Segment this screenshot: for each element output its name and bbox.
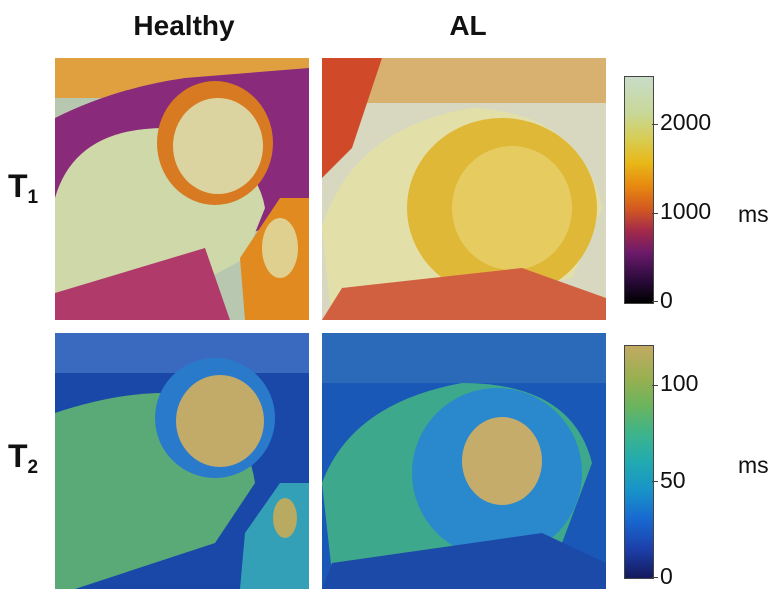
- column-title-healthy: Healthy: [133, 10, 235, 41]
- column-title-al: AL: [449, 10, 487, 41]
- t1-tick-line-0: [652, 301, 658, 302]
- t2-colorbar-tick-0: 0: [660, 563, 673, 589]
- row-label-t1: T1: [8, 168, 38, 209]
- row-label-t1-letter: T: [8, 168, 28, 204]
- t1-al-map: [322, 58, 606, 320]
- t1-colorbar-tick-2000: 2000: [660, 109, 712, 135]
- t1-tick-line-2000: [652, 124, 658, 125]
- row-label-t2-letter: T: [8, 438, 28, 474]
- t1-tick-line-1000: [652, 213, 658, 214]
- t2-colorbar-tick-100: 100: [660, 370, 699, 396]
- t2-al-map: [322, 333, 606, 589]
- t2-tick-line-50: [652, 481, 658, 482]
- row-label-t2-subscript: 2: [27, 457, 39, 478]
- row-label-t1-subscript: 1: [27, 187, 39, 208]
- t1-healthy-map: [55, 58, 309, 320]
- t2-colorbar: [624, 345, 654, 579]
- t2-colorbar-unit: ms: [738, 452, 769, 478]
- t2-tick-line-100: [652, 385, 658, 386]
- t2-tick-line-0: [652, 577, 658, 578]
- t1-colorbar-tick-1000: 1000: [660, 198, 712, 224]
- t1-colorbar: [624, 76, 654, 304]
- t2-healthy-map: [55, 333, 309, 589]
- t1-colorbar-unit: ms: [738, 201, 769, 227]
- t1-colorbar-tick-0: 0: [660, 287, 673, 313]
- t2-colorbar-tick-50: 50: [660, 467, 686, 493]
- row-label-t2: T2: [8, 438, 38, 479]
